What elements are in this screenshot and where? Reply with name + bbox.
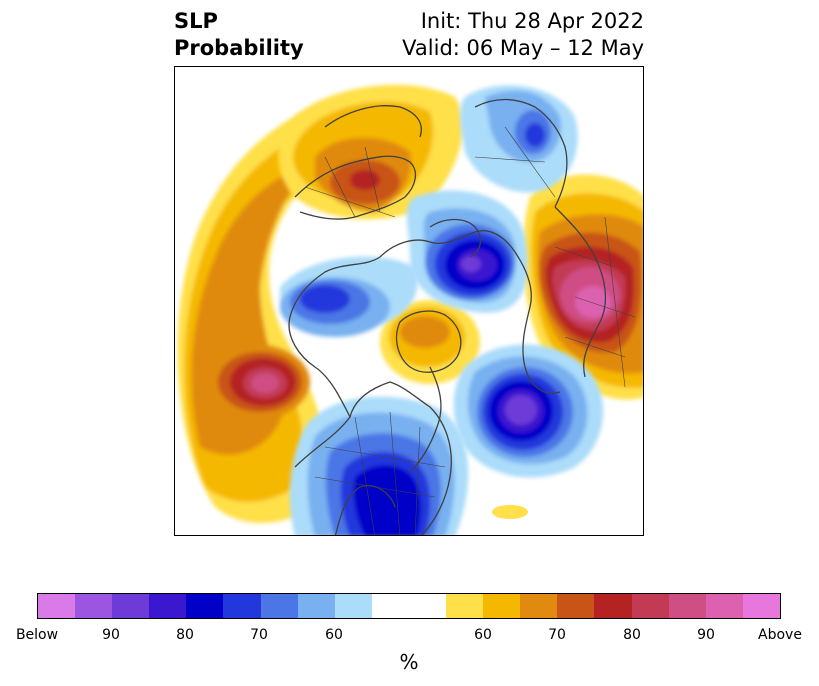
colorbar-tick-label: 80: [623, 627, 641, 643]
colorbar-segment: [631, 594, 669, 618]
colorbar-segment: [520, 594, 558, 618]
colorbar-segment: [594, 594, 632, 618]
colorbar-segment: [334, 594, 372, 618]
colorbar-tick-label: 60: [474, 627, 492, 643]
coastlines: [288, 98, 607, 535]
east-asia-above-anomaly: [523, 174, 643, 400]
colorbar-tick-label: 90: [102, 627, 120, 643]
political-borders: [304, 126, 636, 535]
colorbar-segment: [38, 594, 76, 618]
colorbar-tick-label: 60: [325, 627, 343, 643]
colorbar-unit: %: [399, 650, 419, 674]
init-date: Init: Thu 28 Apr 2022: [420, 9, 644, 33]
barents-below-anomaly: [406, 190, 528, 313]
colorbar-tick-label: Above: [758, 627, 802, 643]
colorbar-tick-label: 80: [176, 627, 194, 643]
map-panel: [174, 66, 644, 536]
colorbar-segment: [149, 594, 187, 618]
colorbar-segment: [705, 594, 743, 618]
beaufort-below-anomaly: [280, 256, 418, 337]
colorbar-tick-label: 70: [250, 627, 268, 643]
colorbar-segment: [446, 594, 484, 618]
colorbar-segment: [186, 594, 224, 618]
colorbar-segment: [371, 594, 447, 618]
colorbar-segment: [260, 594, 298, 618]
colorbar-segment: [112, 594, 150, 618]
colorbar: [37, 593, 781, 619]
atlantic-below-anomaly: [453, 344, 604, 478]
colorbar-segment: [75, 594, 113, 618]
valid-range: Valid: 06 May – 12 May: [402, 36, 644, 60]
pacific-above-anomaly: [177, 96, 425, 524]
colorbar-segment: [223, 594, 261, 618]
siberia-below-anomaly: [460, 85, 578, 193]
colorbar-tick-label: 90: [697, 627, 715, 643]
probability-map: [175, 67, 643, 535]
colorbar-segment: [557, 594, 595, 618]
title-variable: SLP: [174, 9, 218, 33]
title-right: Init: Thu 28 Apr 2022 Valid: 06 May – 12…: [402, 8, 644, 62]
title-left: SLP Probability: [174, 8, 304, 62]
colorbar-segment: [668, 594, 706, 618]
colorbar-segment: [297, 594, 335, 618]
colorbar-tick-label: 70: [548, 627, 566, 643]
title-product: Probability: [174, 36, 304, 60]
colorbar-segment: [742, 594, 780, 618]
colorbar-segment: [483, 594, 521, 618]
north-america-below-anomaly: [289, 396, 469, 535]
small-above-patch: [492, 505, 528, 519]
colorbar-tick-label: Below: [15, 627, 59, 643]
